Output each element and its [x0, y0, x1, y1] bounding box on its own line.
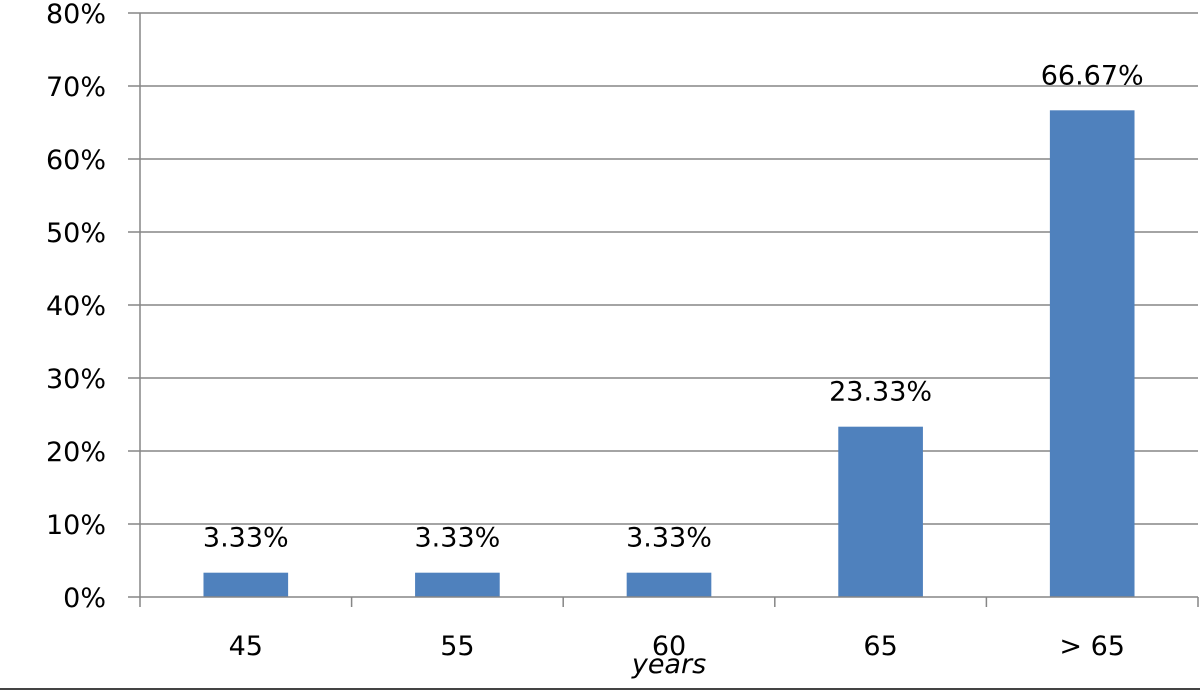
x-axis-title: years [631, 649, 706, 680]
y-tick-label: 80% [46, 0, 106, 30]
data-labels: 3.33% 3.33% 3.33% 23.33% 66.67% [203, 60, 1144, 553]
data-label: 23.33% [829, 377, 932, 408]
y-tick-label: 30% [46, 364, 106, 395]
y-tick-label: 50% [46, 218, 106, 249]
data-label: 3.33% [415, 523, 501, 554]
y-tick-label: 40% [46, 291, 106, 322]
x-tick-label: 60 [652, 631, 686, 662]
x-tick-labels: 45 55 60 65 > 65 [229, 631, 1125, 662]
y-tick-label: 20% [46, 437, 106, 468]
x-tick-label: 55 [440, 631, 474, 662]
bar [626, 572, 712, 597]
y-tick-label: 0% [63, 583, 106, 614]
bar [838, 426, 923, 597]
x-tick-label: 45 [229, 631, 263, 662]
y-tick-labels: 0% 10% 20% 30% 40% 50% 60% 70% 80% [46, 0, 106, 614]
data-label: 66.67% [1041, 60, 1144, 91]
x-tick-label: > 65 [1059, 631, 1125, 662]
bar [415, 572, 500, 597]
data-label: 3.33% [203, 523, 289, 554]
axes [139, 13, 1199, 607]
y-tick-label: 10% [46, 510, 106, 541]
y-tick-label: 70% [46, 72, 106, 103]
bar [203, 572, 289, 597]
data-label: 3.33% [626, 523, 712, 554]
gridlines [128, 12, 1198, 598]
y-tick-label: 60% [46, 145, 106, 176]
x-tick-label: 65 [863, 631, 897, 662]
bar [1049, 110, 1135, 598]
bars [203, 110, 1135, 598]
